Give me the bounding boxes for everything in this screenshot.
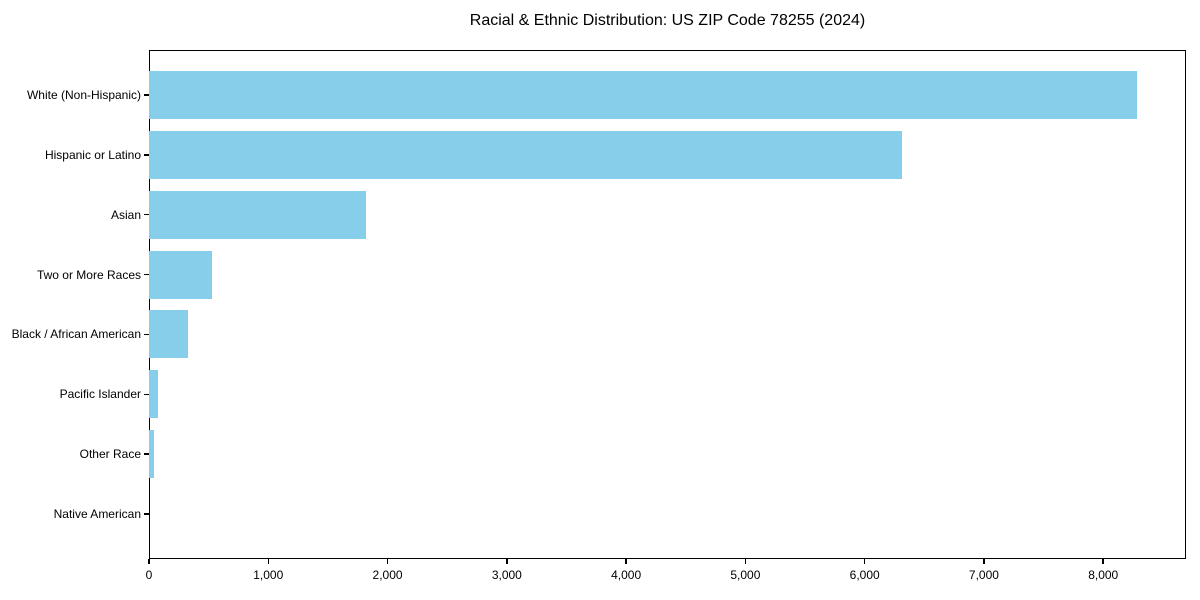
x-axis-label: 3,000 — [491, 568, 522, 582]
x-tick-mark — [386, 559, 389, 564]
y-axis-label: Other Race — [79, 447, 141, 462]
y-axis-label: Native American — [53, 507, 141, 522]
y-tick-mark — [144, 513, 149, 515]
y-axis-label: White (Non-Hispanic) — [26, 87, 141, 102]
x-axis-label: 7,000 — [968, 568, 999, 582]
bar — [149, 130, 902, 179]
bar — [149, 370, 158, 419]
x-axis-label: 0 — [145, 568, 153, 582]
x-tick-mark — [983, 559, 985, 564]
y-tick-mark — [144, 213, 149, 216]
y-axis-label: Pacific Islander — [59, 387, 141, 402]
bar — [149, 190, 367, 239]
x-tick-mark — [267, 559, 270, 564]
bar — [149, 250, 213, 299]
bar — [149, 70, 1137, 119]
x-axis-label: 6,000 — [849, 568, 880, 582]
bar — [149, 430, 155, 479]
x-tick-mark — [625, 559, 627, 564]
y-tick-mark — [144, 453, 149, 455]
x-axis-label: 8,000 — [1088, 568, 1119, 582]
x-axis-label: 5,000 — [730, 568, 761, 582]
y-axis-label: Hispanic or Latino — [44, 147, 141, 162]
y-tick-mark — [144, 94, 149, 96]
x-axis-label: 2,000 — [372, 568, 403, 582]
x-tick-mark — [744, 559, 747, 564]
y-axis-label: Asian — [110, 207, 141, 222]
x-axis-label: 4,000 — [611, 568, 642, 582]
bars-container — [149, 50, 1186, 559]
bar — [149, 310, 189, 359]
chart-title: Racial & Ethnic Distribution: US ZIP Cod… — [469, 12, 866, 29]
y-tick-mark — [144, 154, 149, 156]
y-tick-mark — [144, 273, 149, 276]
x-tick-mark — [863, 559, 866, 564]
x-axis-label: 1,000 — [253, 568, 284, 582]
y-tick-mark — [144, 393, 149, 396]
y-axis-label: Two or More Races — [36, 267, 141, 282]
y-axis-label: Black / African American — [11, 327, 141, 342]
x-tick-mark — [506, 559, 508, 564]
x-tick-mark — [1102, 559, 1104, 564]
x-tick-mark — [148, 559, 150, 564]
y-tick-mark — [144, 333, 149, 336]
